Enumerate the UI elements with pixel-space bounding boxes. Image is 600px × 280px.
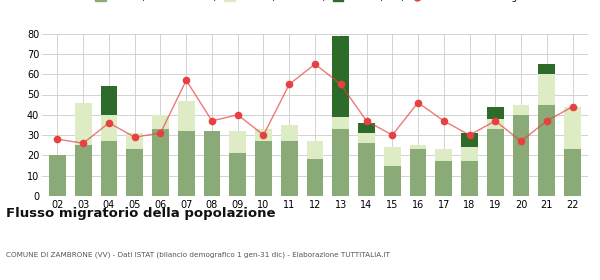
Point	[516, 139, 526, 143]
Bar	[229, 153, 246, 196]
Point	[542, 119, 551, 123]
Bar	[75, 145, 92, 196]
Bar	[307, 160, 323, 196]
Point	[284, 82, 294, 87]
Bar	[410, 145, 427, 149]
Point	[388, 133, 397, 137]
Bar	[384, 147, 401, 165]
Bar	[461, 133, 478, 147]
Bar	[255, 129, 272, 141]
Bar	[487, 129, 503, 196]
Bar	[436, 162, 452, 196]
Bar	[332, 36, 349, 117]
Bar	[49, 155, 66, 196]
Bar	[332, 117, 349, 129]
Bar	[358, 143, 375, 196]
Bar	[358, 133, 375, 143]
Bar	[101, 87, 118, 115]
Bar	[487, 119, 503, 129]
Bar	[538, 105, 555, 196]
Bar	[461, 162, 478, 196]
Bar	[101, 141, 118, 196]
Bar	[564, 107, 581, 149]
Point	[104, 121, 114, 125]
Point	[362, 119, 371, 123]
Point	[336, 82, 346, 87]
Bar	[410, 149, 427, 196]
Bar	[487, 107, 503, 119]
Bar	[564, 149, 581, 196]
Bar	[203, 131, 220, 196]
Text: COMUNE DI ZAMBRONE (VV) - Dati ISTAT (bilancio demografico 1 gen-31 dic) - Elabo: COMUNE DI ZAMBRONE (VV) - Dati ISTAT (bi…	[6, 252, 390, 258]
Point	[310, 62, 320, 66]
Bar	[538, 64, 555, 74]
Bar	[127, 149, 143, 196]
Point	[233, 113, 242, 117]
Point	[181, 78, 191, 83]
Bar	[229, 131, 246, 153]
Point	[259, 133, 268, 137]
Point	[439, 119, 449, 123]
Bar	[307, 141, 323, 160]
Bar	[255, 141, 272, 196]
Point	[79, 141, 88, 146]
Point	[207, 119, 217, 123]
Bar	[538, 74, 555, 105]
Bar	[384, 165, 401, 196]
Text: Flusso migratorio della popolazione: Flusso migratorio della popolazione	[6, 207, 275, 220]
Bar	[152, 129, 169, 196]
Bar	[178, 131, 194, 196]
Bar	[436, 149, 452, 162]
Bar	[152, 115, 169, 129]
Bar	[281, 125, 298, 141]
Bar	[127, 133, 143, 149]
Bar	[281, 141, 298, 196]
Point	[130, 135, 140, 139]
Bar	[512, 105, 529, 115]
Bar	[332, 129, 349, 196]
Bar	[178, 101, 194, 131]
Bar	[75, 103, 92, 145]
Point	[413, 101, 423, 105]
Bar	[358, 123, 375, 133]
Point	[568, 104, 577, 109]
Bar	[512, 115, 529, 196]
Point	[53, 137, 62, 141]
Bar	[101, 115, 118, 141]
Point	[490, 119, 500, 123]
Legend: Iscritti (da altri comuni), Iscritti (dall'estero), Iscritti (altri), Cancellati: Iscritti (da altri comuni), Iscritti (da…	[91, 0, 539, 6]
Bar	[461, 147, 478, 162]
Point	[155, 131, 165, 135]
Point	[465, 133, 475, 137]
